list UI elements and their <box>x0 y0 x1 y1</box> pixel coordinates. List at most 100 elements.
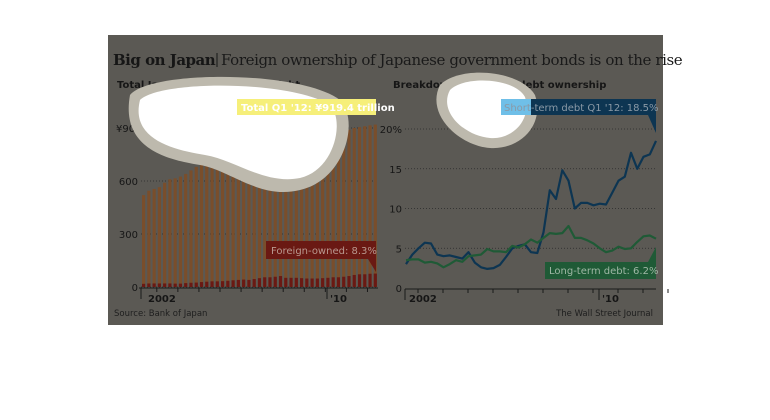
bar-total <box>199 163 204 287</box>
bar-foreign <box>326 277 330 287</box>
bar-foreign <box>142 283 146 287</box>
bar-foreign <box>210 281 214 287</box>
chart-title: Big on Japan <box>113 51 216 69</box>
bar-foreign <box>205 281 209 287</box>
bar-foreign <box>310 278 314 287</box>
bar-total <box>315 138 319 287</box>
bar-foreign <box>189 282 193 287</box>
bar-total <box>247 150 251 287</box>
bar-total <box>310 139 314 287</box>
bar-foreign <box>194 282 198 287</box>
y-tick-label: 300 <box>119 230 138 241</box>
bar-foreign <box>252 279 256 287</box>
chart-subtitle: Foreign ownership of Japanese government… <box>221 51 683 69</box>
annotation-long-pointer <box>648 247 656 262</box>
annotation-total-box <box>237 99 376 115</box>
highlight-blob-2 <box>447 80 527 139</box>
y-tick-label: 15 <box>389 165 402 176</box>
bar-total <box>173 178 177 287</box>
annotation-short-box <box>501 99 656 115</box>
bar-foreign <box>242 279 246 287</box>
bar-total <box>363 126 367 287</box>
bar-foreign <box>336 277 341 287</box>
annotation-total-label: Total Q1 '12: ¥919.4 trillion <box>241 103 395 114</box>
annotation-short-highlight <box>501 99 531 115</box>
y-tick-label: 5 <box>396 244 402 255</box>
bar-total <box>221 153 225 287</box>
y-tick-label: 0 <box>396 284 402 295</box>
bar-total <box>263 149 267 287</box>
annotation-long-box <box>545 262 656 279</box>
bar-total <box>368 125 372 287</box>
bar-total <box>242 150 246 287</box>
bar-total <box>157 187 161 287</box>
annotation-foreign-pointer <box>368 259 376 272</box>
bar-total <box>268 148 272 287</box>
bar-foreign <box>300 278 304 287</box>
bar-total <box>284 145 288 287</box>
bar-foreign <box>263 277 267 287</box>
bar-foreign <box>363 274 367 287</box>
bar-foreign <box>284 277 288 287</box>
line-short-term <box>405 140 657 270</box>
bar-foreign <box>152 283 156 287</box>
bar-foreign <box>173 283 177 287</box>
bar-foreign <box>157 283 161 287</box>
bar-total <box>210 156 214 287</box>
bar-total <box>168 179 172 287</box>
x-tick-label: '10 <box>602 294 619 305</box>
bar-foreign <box>215 281 219 287</box>
bar-total <box>231 151 235 287</box>
annotation-foreign-box <box>266 241 376 259</box>
bar-total <box>273 147 277 287</box>
bar-foreign <box>247 279 251 287</box>
y-tick-label: 10 <box>389 205 402 216</box>
annotation-short-pointer <box>648 115 656 133</box>
bar-foreign <box>178 283 183 287</box>
annotation-foreign-label: Foreign-owned: 8.3% <box>271 246 377 257</box>
x-tick-label: 2002 <box>148 294 176 305</box>
bar-total <box>294 143 298 287</box>
bar-foreign <box>315 278 319 287</box>
bar-total <box>142 195 146 287</box>
bar-foreign <box>321 278 325 287</box>
bar-total <box>289 144 293 287</box>
bar-foreign <box>231 280 235 287</box>
y-tick-label: 0 <box>132 283 138 294</box>
bar-total <box>205 159 209 287</box>
bar-foreign <box>357 274 362 287</box>
source-note: Source: Bank of Japan <box>114 309 207 319</box>
bar-foreign <box>278 276 283 287</box>
bar-foreign <box>147 283 151 287</box>
bar-foreign <box>268 277 272 287</box>
bar-total <box>257 149 262 287</box>
bar-total <box>163 182 167 287</box>
annotation-short-label: Short-term debt Q1 '12: 18.5% <box>504 103 659 114</box>
bar-total <box>278 146 283 287</box>
x-tick-label: 2002 <box>409 294 437 305</box>
bar-total <box>342 130 346 287</box>
bar-total <box>326 135 330 287</box>
bar-foreign <box>352 274 356 287</box>
bar-total <box>147 190 151 287</box>
bar-total <box>305 140 309 287</box>
y-tick-label: 600 <box>119 177 138 188</box>
bar-total <box>352 128 356 287</box>
bar-foreign <box>199 282 204 287</box>
bar-foreign <box>331 277 335 287</box>
bar-total <box>152 188 156 287</box>
bar-total <box>357 127 362 287</box>
bar-foreign <box>368 273 372 287</box>
bar-total <box>226 152 230 287</box>
bar-total <box>336 131 341 287</box>
bar-total <box>189 170 193 287</box>
bar-foreign <box>257 278 262 287</box>
bar-total <box>331 133 335 287</box>
bar-foreign <box>373 273 377 287</box>
annotation-long-label: Long-term debt: 6.2% <box>549 266 658 277</box>
bar-total <box>321 136 325 287</box>
bar-total <box>184 173 188 287</box>
y-tick-label: 20% <box>380 125 402 136</box>
credit-note: The Wall Street Journal <box>555 309 653 319</box>
bar-foreign <box>273 276 277 287</box>
